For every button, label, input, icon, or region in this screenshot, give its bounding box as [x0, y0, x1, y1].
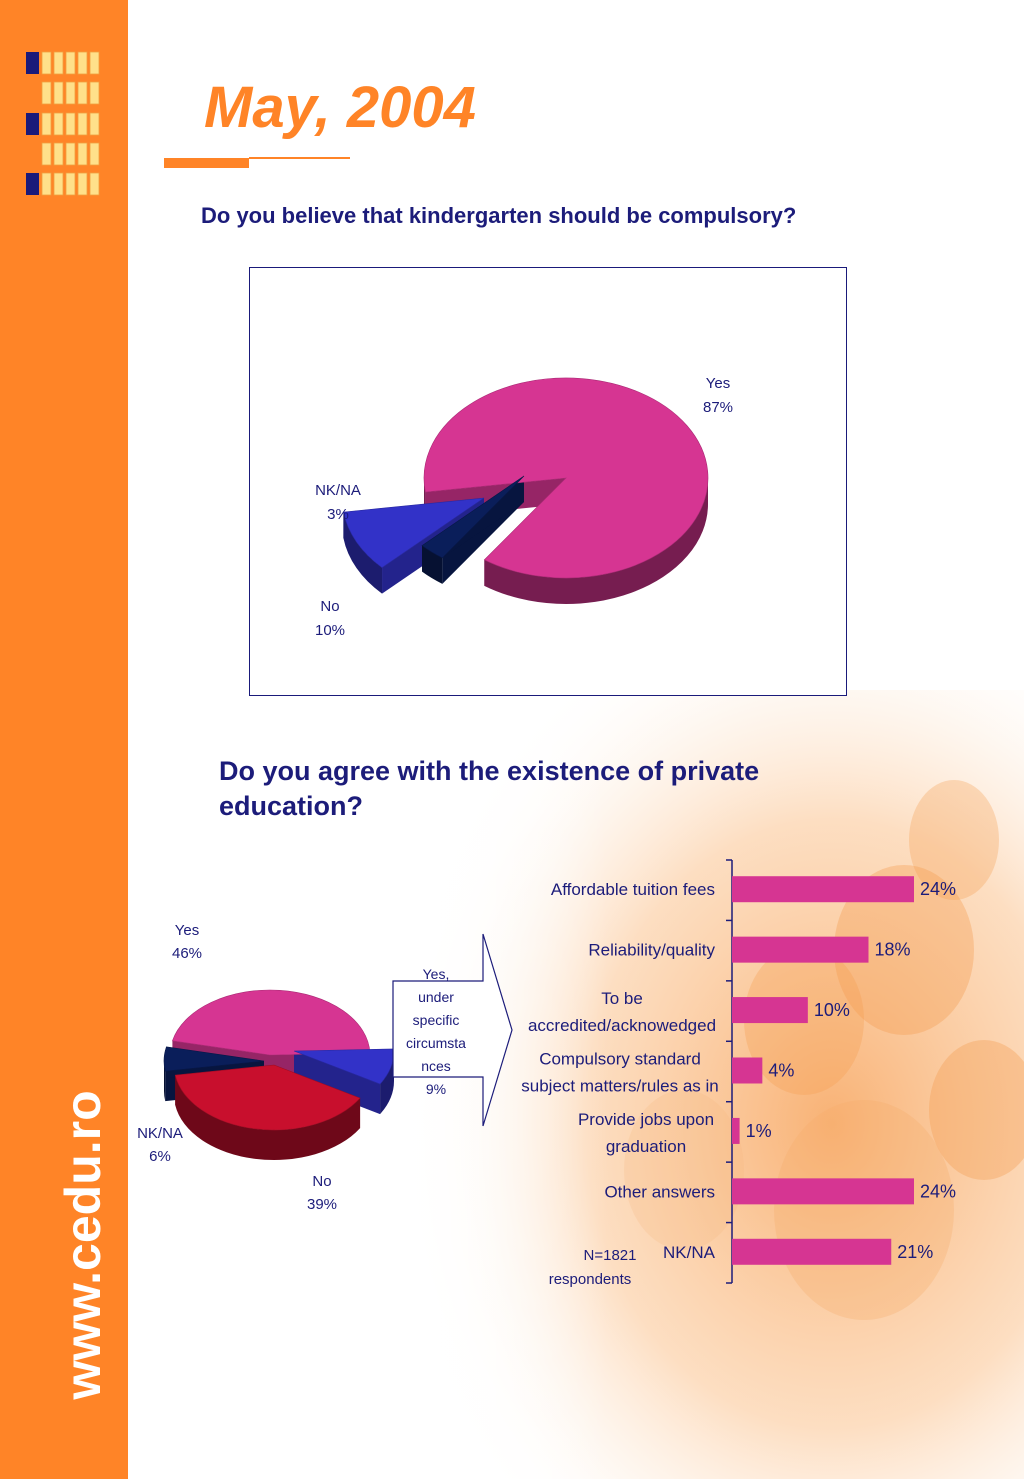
pie-chart-kindergarten: Yes 87% NK/NA 3% No 10%	[315, 375, 733, 639]
logo-window	[77, 142, 88, 166]
logo-window	[53, 142, 64, 166]
data-label: NK/NA	[315, 482, 361, 499]
logo-window	[65, 81, 76, 105]
bar-value-label: 10%	[814, 1000, 850, 1020]
bar-value-label: 24%	[920, 1181, 956, 1201]
category-label: To be	[601, 989, 643, 1008]
bar-2	[732, 936, 869, 963]
logo-dark-block	[26, 173, 39, 195]
data-label: 9%	[426, 1081, 446, 1097]
category-label: NK/NA	[663, 1243, 716, 1262]
data-label: 87%	[703, 399, 733, 416]
data-label: nces	[421, 1058, 451, 1074]
logo-window	[65, 51, 76, 75]
category-label: Reliability/quality	[588, 941, 715, 960]
category-label: accredited/acknowedged	[528, 1016, 716, 1035]
logo-window	[65, 112, 76, 136]
logo-window	[89, 51, 100, 75]
pie-slice-nk-na	[421, 475, 525, 559]
bar-value-label: 21%	[897, 1242, 933, 1262]
chart1-title: Do you believe that kindergarten should …	[201, 203, 797, 228]
bar-chart-reasons: 24% Affordable tuition fees 18% Reliability…	[521, 859, 956, 1288]
pie-slice-no-wall	[175, 1075, 361, 1160]
data-label: specific	[413, 1012, 460, 1028]
bar-value-label: 4%	[768, 1061, 794, 1081]
logo-window	[77, 112, 88, 136]
logo-window	[77, 172, 88, 196]
logo-window	[53, 81, 64, 105]
category-label: Compulsory standard	[539, 1050, 701, 1069]
note-label: N=1821	[584, 1247, 637, 1264]
logo-window	[89, 112, 100, 136]
data-label: Yes	[706, 375, 730, 392]
logo-window	[41, 112, 52, 136]
logo-window	[53, 51, 64, 75]
orange-sidebar	[0, 0, 128, 1479]
data-label: Yes,	[423, 966, 450, 982]
logo-dark-block	[26, 52, 39, 74]
pie-slice-no-wall	[343, 512, 383, 594]
bar-value-label: 1%	[746, 1121, 772, 1141]
logo-window	[41, 81, 52, 105]
logo-window	[89, 172, 100, 196]
logo-window	[41, 142, 52, 166]
logo-window	[53, 172, 64, 196]
logo-window	[53, 112, 64, 136]
bar-value-label: 24%	[920, 879, 956, 899]
bar-value-label: 18%	[875, 940, 911, 960]
logo-window	[77, 51, 88, 75]
data-label: No	[312, 1173, 331, 1190]
category-label: graduation	[606, 1137, 686, 1156]
data-label: 46%	[172, 945, 202, 962]
building-logo-icon	[26, 51, 100, 196]
data-label: 39%	[307, 1196, 337, 1213]
data-label: circumsta	[406, 1035, 466, 1051]
logo-window	[41, 51, 52, 75]
callout-arrow	[392, 933, 513, 1127]
category-label: Affordable tuition fees	[551, 880, 715, 899]
pie-slice-no	[174, 1064, 361, 1131]
pie-slice-yes-wall	[484, 478, 708, 604]
logo-window	[89, 142, 100, 166]
bar-1	[732, 876, 914, 903]
data-label: 10%	[315, 622, 345, 639]
pie-slice-nk-na-wall	[422, 545, 443, 584]
bar-3	[732, 997, 808, 1024]
title-underline	[164, 155, 350, 169]
pie-slice-no	[343, 497, 485, 568]
logo-window	[65, 172, 76, 196]
pie-slice-yes-under-specific-circumstances-wall	[380, 1051, 394, 1115]
pie-slice-nk-na	[163, 1046, 265, 1072]
data-label: 3%	[327, 506, 349, 523]
bar-4	[732, 1057, 763, 1084]
category-label: Provide jobs upon	[578, 1110, 714, 1129]
category-label: subject matters/rules as in	[521, 1077, 718, 1096]
logo-window	[65, 142, 76, 166]
logo-window	[41, 172, 52, 196]
data-label: Yes	[175, 922, 199, 939]
page-title: May, 2004	[204, 75, 476, 140]
data-label: NK/NA	[137, 1125, 183, 1142]
data-label: 6%	[149, 1148, 171, 1165]
category-label: Other answers	[604, 1182, 715, 1201]
pie-chart-private-education: Yes 46% Yes, under specific circumsta nces 9% No…	[137, 922, 513, 1213]
bar-5	[732, 1117, 740, 1144]
logo-window	[77, 81, 88, 105]
data-label: No	[320, 598, 339, 615]
bar-6	[732, 1178, 914, 1205]
bar-7	[732, 1238, 892, 1265]
note-label: respondents	[549, 1271, 632, 1288]
chart2-title: Do you agree with the existence of priva…	[219, 756, 760, 821]
pie-slice-yes	[172, 989, 371, 1056]
logo-dark-block	[26, 113, 39, 135]
pie-slice-yes	[423, 377, 709, 579]
data-label: under	[418, 989, 454, 1005]
logo-window	[89, 81, 100, 105]
